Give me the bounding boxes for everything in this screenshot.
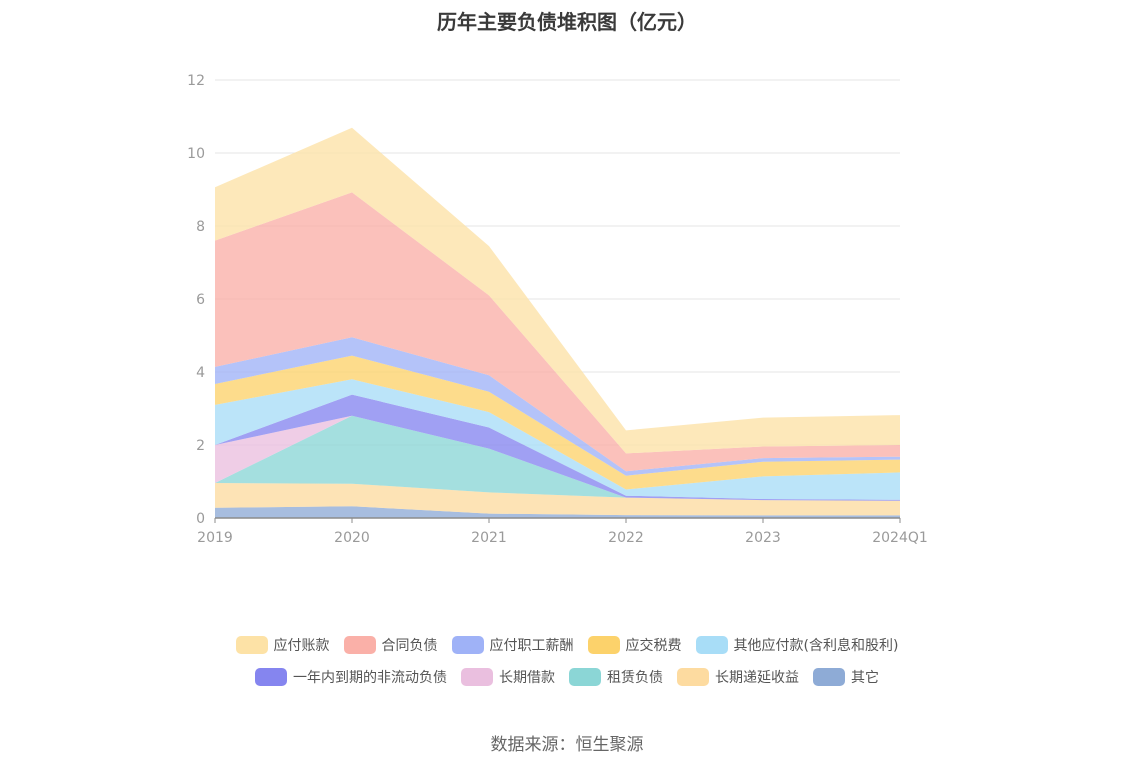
area-长期递延收益: [215, 483, 900, 516]
y-tick-label: 0: [196, 511, 205, 527]
y-tick-label: 8: [196, 219, 205, 235]
legend-label: 合同负债: [381, 638, 438, 654]
data-source: 数据来源：恒生聚源: [490, 735, 644, 755]
legend-item[interactable]: 应交税费: [587, 635, 682, 655]
x-tick-label: 2022: [608, 530, 644, 546]
legend-swatch: [235, 636, 268, 654]
legend-label: 一年内到期的非流动负债: [293, 670, 447, 686]
legend-label: 应交税费: [625, 638, 682, 654]
legend-swatch: [343, 636, 376, 654]
legend-swatch: [255, 668, 287, 686]
legend-swatch: [677, 668, 709, 686]
area-其它: [215, 506, 900, 518]
x-tick-label: 2024Q1: [872, 530, 928, 546]
legend-item[interactable]: 其他应付款(含利息和股利): [695, 635, 899, 655]
area-series: [215, 127, 900, 518]
legend-row: 应付账款 合同负债 应付职工薪酬 应交税费 其他应付款(含利息和股利): [0, 630, 1134, 660]
area-应付账款: [215, 127, 900, 454]
y-tick-label: 12: [187, 73, 205, 89]
legend: 应付账款 合同负债 应付职工薪酬 应交税费 其他应付款(含利息和股利) 一年内到期的非流…: [0, 630, 1134, 694]
legend-label: 长期递延收益: [715, 670, 799, 686]
x-tick-label: 2021: [471, 530, 507, 546]
legend-label: 其他应付款(含利息和股利): [733, 638, 899, 654]
legend-label: 应付职工薪酬: [489, 638, 574, 654]
y-tick-label: 4: [196, 365, 205, 381]
legend-swatch: [813, 668, 845, 686]
legend-label: 长期借款: [499, 670, 555, 686]
legend-swatch: [569, 668, 601, 686]
x-tick-label: 2020: [334, 530, 370, 546]
legend-item[interactable]: 应付职工薪酬: [451, 635, 574, 655]
area-其他应付款(含利息和股利): [215, 379, 900, 500]
legend-item[interactable]: 长期递延收益: [677, 667, 799, 687]
y-tick-label: 6: [196, 292, 205, 308]
legend-label: 其它: [851, 670, 879, 686]
legend-label: 租赁负债: [607, 670, 663, 686]
chart-title: 历年主要负债堆积图（亿元）: [437, 10, 697, 34]
legend-row: 一年内到期的非流动负债 长期借款 租赁负债 长期递延收益 其它: [0, 662, 1134, 692]
area-合同负债: [215, 192, 900, 472]
x-tick-label: 2023: [745, 530, 781, 546]
legend-swatch: [451, 636, 484, 654]
axes: 0 2 4 6 8 10 12 2019 2020 2021 2022 2023 2024Q1: [187, 73, 928, 546]
legend-item[interactable]: 合同负债: [343, 635, 438, 655]
legend-label: 应付账款: [273, 638, 330, 654]
legend-swatch: [695, 636, 728, 654]
y-tick-label: 2: [196, 438, 205, 454]
legend-item[interactable]: 长期借款: [461, 667, 555, 687]
legend-swatch: [461, 668, 493, 686]
legend-item[interactable]: 一年内到期的非流动负债: [255, 667, 447, 687]
stacked-area-chart: 0 2 4 6 8 10 12 2019 2020 2021 2022 2023 2024Q1: [187, 73, 928, 546]
legend-swatch: [587, 636, 620, 654]
x-tick-label: 2019: [197, 530, 233, 546]
area-一年内到期的非流动负债: [215, 394, 900, 501]
area-租赁负债: [215, 415, 900, 501]
legend-item[interactable]: 应付账款: [235, 635, 330, 655]
legend-item[interactable]: 租赁负债: [569, 667, 663, 687]
legend-item[interactable]: 其它: [813, 667, 879, 687]
y-tick-label: 10: [187, 146, 205, 162]
